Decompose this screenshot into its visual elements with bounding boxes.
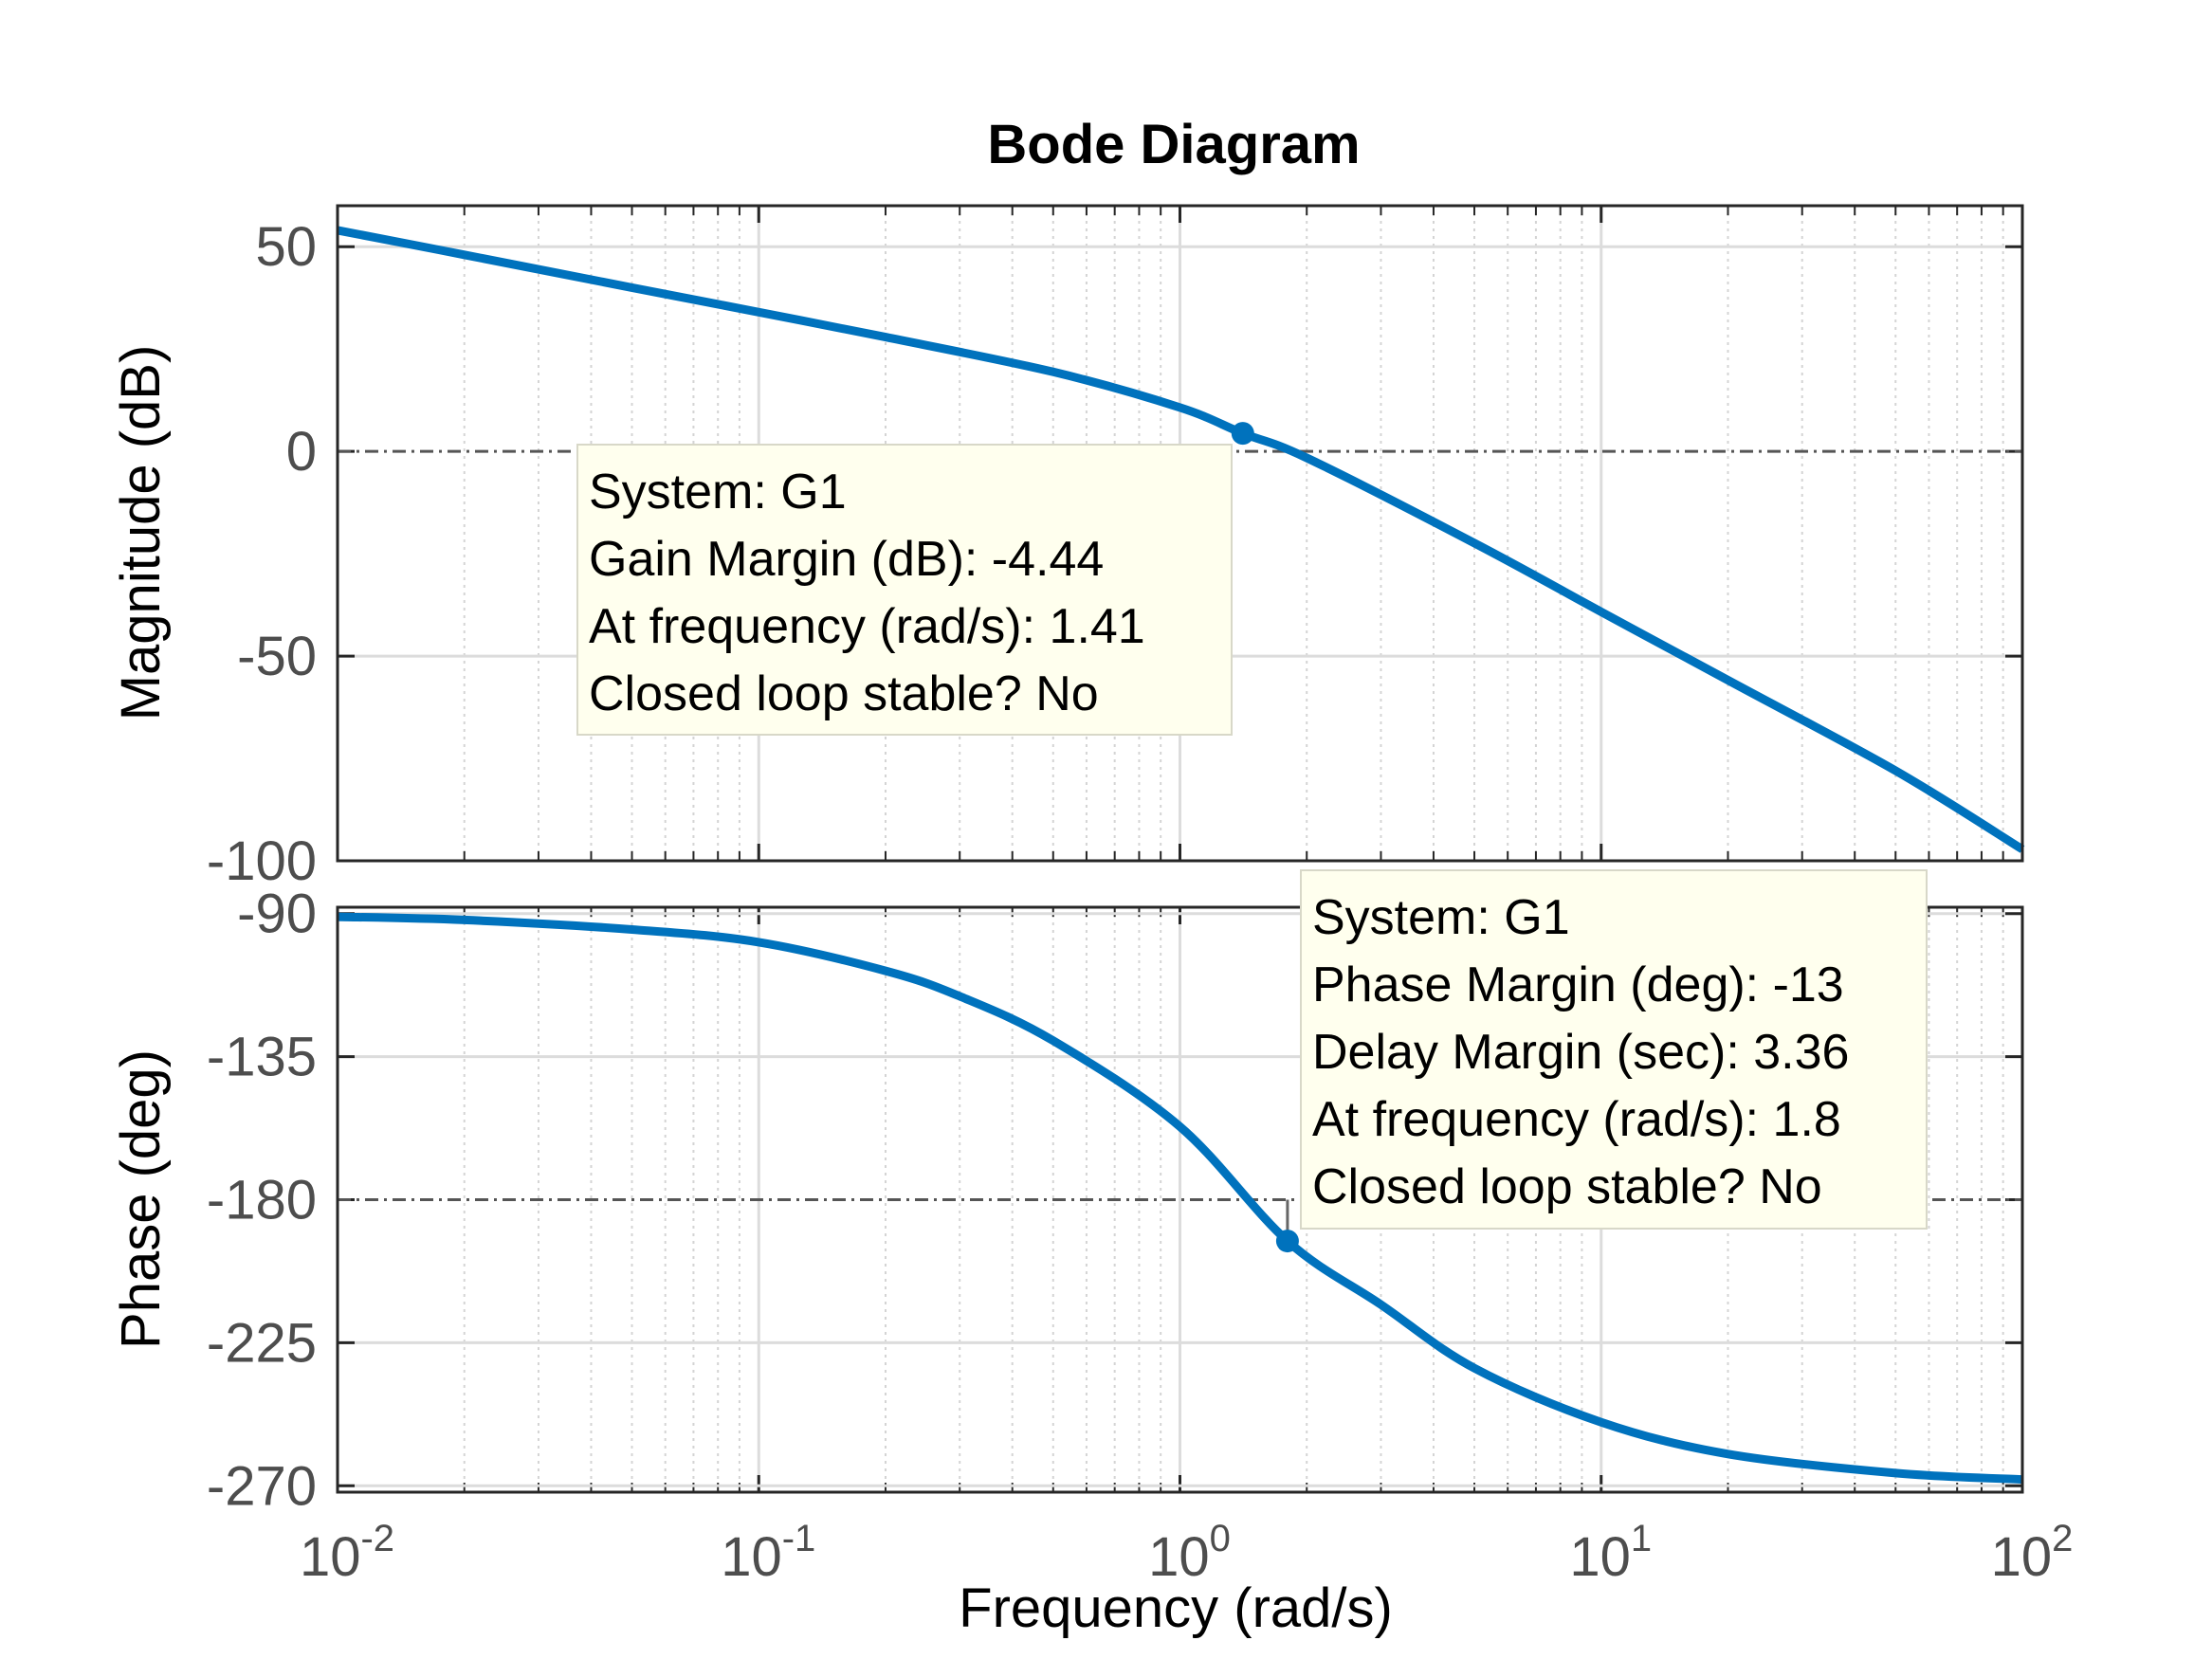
x-tick-label: 101 — [1569, 1518, 1652, 1588]
phase-margin-datatip-box — [1300, 869, 1928, 1230]
magnitude-axes: 50 0 -50 -100 Magnitude (dB) System: G1 Gai… — [110, 204, 2025, 892]
y-tick-label: -270 — [207, 1455, 317, 1517]
gain-margin-datatip[interactable]: System: G1 Gain Margin (dB): -4.44 At fr… — [576, 444, 1233, 736]
x-tick-label: 102 — [1991, 1518, 2074, 1588]
phase-axes: -90 -135 -180 -225 -270 10-2 10-1 100 101 102 Ph… — [110, 869, 2073, 1588]
margin-marker-dot[interactable] — [1231, 422, 1254, 446]
margin-marker-dot[interactable] — [1275, 1230, 1299, 1253]
frequency-x-label: Frequency (rad/s) — [959, 1577, 1393, 1639]
datatip-line: Delay Margin (sec): 3.36 — [1312, 1025, 1849, 1080]
y-tick-label: -100 — [207, 830, 317, 892]
chart-title: Bode Diagram — [987, 114, 1360, 175]
phase-y-label: Phase (deg) — [110, 1049, 172, 1349]
y-tick-label: -180 — [207, 1170, 317, 1231]
magnitude-axes-box — [336, 204, 2024, 863]
datatip-line: Closed loop stable? No — [589, 666, 1099, 721]
y-tick-label: 0 — [286, 421, 317, 483]
phase-margin-marker — [1275, 1199, 1299, 1253]
x-tick-label: 10-2 — [300, 1518, 394, 1588]
phase-grid — [338, 907, 2022, 1492]
phase-y-ticks: -90 -135 -180 -225 -270 — [207, 884, 317, 1518]
series-line — [337, 912, 2023, 1485]
y-tick-label: -225 — [207, 1312, 317, 1374]
phase-curve — [337, 912, 2023, 1485]
phase-axes-box — [336, 905, 2024, 1494]
datatip-line: At frequency (rad/s): 1.41 — [589, 599, 1145, 654]
datatip-line: Gain Margin (dB): -4.44 — [589, 532, 1104, 587]
gain-margin-marker — [1231, 422, 1254, 446]
datatip-line: System: G1 — [1312, 890, 1570, 945]
magnitude-y-label: Magnitude (dB) — [110, 345, 172, 721]
datatip-line: At frequency (rad/s): 1.8 — [1312, 1092, 1841, 1147]
y-tick-label: -90 — [237, 884, 317, 945]
x-tick-label: 100 — [1148, 1518, 1231, 1588]
phase-margin-datatip[interactable]: System: G1 Phase Margin (deg): -13 Delay… — [1300, 869, 1928, 1230]
series-line — [337, 226, 2025, 853]
frequency-x-ticks: 10-2 10-1 100 101 102 — [300, 1518, 2073, 1588]
magnitude-curve — [337, 226, 2025, 853]
y-tick-label: 50 — [255, 216, 317, 278]
magnitude-y-ticks: 50 0 -50 -100 — [207, 216, 317, 892]
x-tick-label: 10-1 — [721, 1518, 815, 1588]
y-tick-label: -50 — [237, 626, 317, 687]
datatip-line: Phase Margin (deg): -13 — [1312, 957, 1844, 1012]
y-tick-label: -135 — [207, 1027, 317, 1088]
datatip-line: System: G1 — [589, 465, 847, 520]
datatip-line: Closed loop stable? No — [1312, 1159, 1822, 1214]
gain-margin-datatip-box — [576, 444, 1233, 736]
